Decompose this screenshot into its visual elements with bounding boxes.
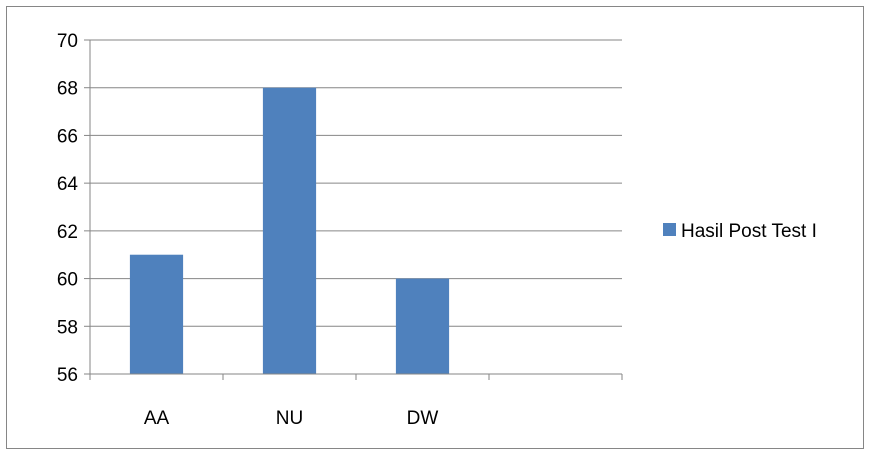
y-tick-label: 64 (57, 174, 79, 195)
y-tick-label: 58 (57, 317, 78, 338)
bars (129, 87, 450, 374)
bar-NU (262, 87, 317, 374)
y-tick-label: 62 (57, 222, 78, 243)
bar-AA (129, 254, 184, 374)
axes (84, 39, 623, 380)
y-tick-label: 70 (57, 31, 78, 52)
y-tick-label: 60 (57, 270, 78, 291)
bar-DW (395, 278, 450, 374)
chart-frame (6, 6, 864, 449)
legend: Hasil Post Test I (663, 221, 817, 242)
y-tick-label: 56 (57, 365, 78, 386)
y-tick-label: 68 (57, 79, 78, 100)
legend-label: Hasil Post Test I (681, 221, 817, 242)
y-tick-label: 66 (57, 126, 78, 147)
x-category-label: NU (276, 408, 303, 429)
x-category-label: DW (407, 408, 439, 429)
x-category-label: AA (144, 408, 170, 429)
legend-swatch (663, 223, 676, 236)
y-tick-labels: 56 58 60 62 64 66 68 70 (57, 31, 79, 386)
x-category-labels: AA NU DW (144, 408, 439, 429)
